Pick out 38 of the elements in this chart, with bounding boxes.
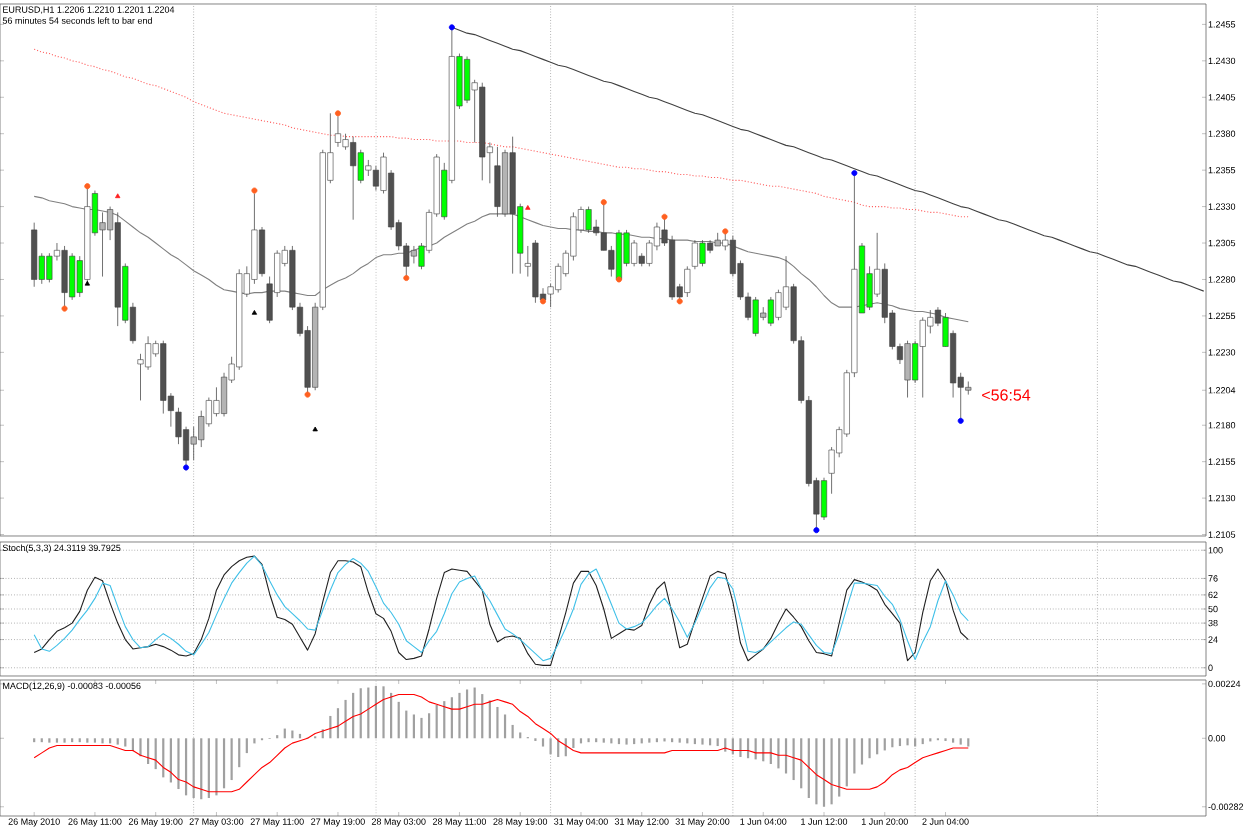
candlestick bbox=[767, 296, 774, 327]
candlestick bbox=[631, 239, 638, 267]
point bbox=[84, 183, 91, 190]
candlestick bbox=[494, 146, 501, 218]
candlestick bbox=[350, 136, 357, 221]
point bbox=[957, 417, 964, 424]
candlestick bbox=[684, 265, 691, 298]
point bbox=[722, 228, 729, 235]
point bbox=[676, 298, 683, 305]
candlestick bbox=[69, 252, 76, 301]
point bbox=[851, 170, 858, 177]
candlestick bbox=[691, 239, 698, 270]
point bbox=[183, 464, 190, 471]
candlestick bbox=[699, 239, 706, 267]
candlestick bbox=[965, 381, 972, 396]
candlestick bbox=[752, 296, 759, 337]
point bbox=[334, 110, 341, 117]
candlestick bbox=[258, 226, 266, 277]
candlestick bbox=[145, 335, 152, 371]
candlestick bbox=[615, 229, 622, 282]
candlestick bbox=[820, 477, 828, 521]
annotation: <56:54 bbox=[982, 389, 1031, 401]
point bbox=[813, 527, 820, 534]
candlestick bbox=[904, 340, 911, 398]
candlestick bbox=[464, 56, 471, 104]
point bbox=[600, 199, 607, 206]
candlestick bbox=[61, 245, 68, 308]
point bbox=[403, 275, 410, 282]
candlestick bbox=[585, 206, 592, 234]
point bbox=[540, 298, 546, 305]
point bbox=[661, 213, 668, 220]
point bbox=[615, 276, 622, 283]
point bbox=[448, 24, 455, 31]
candlestick bbox=[410, 245, 417, 264]
point bbox=[251, 187, 258, 194]
point bbox=[304, 391, 311, 398]
point bbox=[61, 305, 68, 312]
candlestick bbox=[919, 316, 926, 398]
